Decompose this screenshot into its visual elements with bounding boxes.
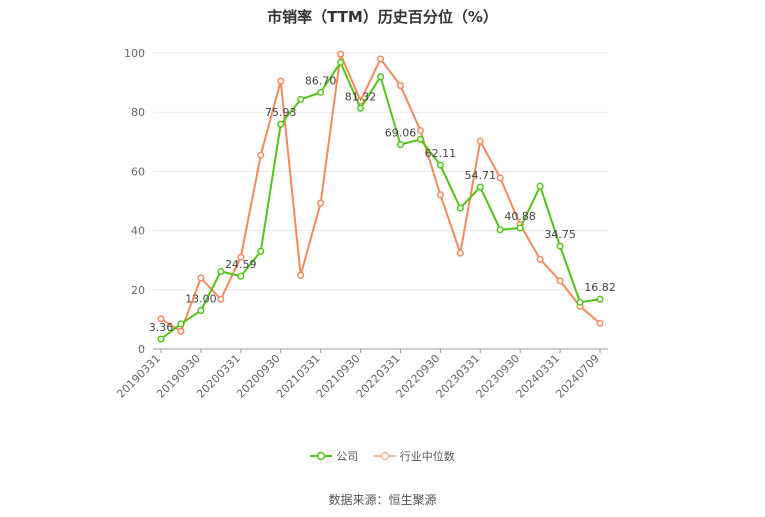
data-point-industry[interactable] <box>337 50 345 58</box>
legend-swatch-company-icon <box>310 451 333 461</box>
data-point-industry[interactable] <box>257 151 265 159</box>
data-labels: 3.36 13.00 24.59 75.93 86.70 81.32 69.06 62.11 5… <box>149 74 616 334</box>
data-point-industry[interactable] <box>456 249 464 257</box>
data-label: 13.00 <box>185 293 217 306</box>
data-point-company[interactable] <box>476 183 484 191</box>
legend-item-company[interactable]: 公司 <box>310 448 358 464</box>
data-point-industry[interactable] <box>416 127 424 135</box>
legend-swatch-industry-icon <box>373 451 396 461</box>
y-tick-label: 40 <box>131 225 145 238</box>
grid-lines <box>153 52 608 291</box>
data-label: 24.59 <box>225 258 257 271</box>
data-point-industry[interactable] <box>436 191 444 199</box>
y-tick-label: 80 <box>131 106 145 119</box>
legend-label-industry: 行业中位数 <box>399 450 455 463</box>
data-point-company[interactable] <box>576 298 584 306</box>
data-point-industry[interactable] <box>217 295 225 303</box>
data-point-industry[interactable] <box>157 315 165 323</box>
data-source: 数据来源：恒生聚源 <box>328 493 437 507</box>
data-point-industry[interactable] <box>536 255 544 263</box>
data-point-company[interactable] <box>356 104 365 112</box>
data-point-company[interactable] <box>277 120 285 128</box>
data-label: 62.11 <box>425 147 457 160</box>
data-point-company[interactable] <box>536 182 544 190</box>
x-tick-label: 20240709 <box>553 352 602 401</box>
data-point-company[interactable] <box>337 58 345 67</box>
data-point-industry[interactable] <box>476 137 484 145</box>
data-label: 75.93 <box>265 106 297 119</box>
data-point-company[interactable] <box>396 141 405 149</box>
data-point-company[interactable] <box>237 272 245 280</box>
data-label: 54.71 <box>465 169 497 182</box>
data-point-industry[interactable] <box>396 82 405 90</box>
series-group <box>157 50 604 343</box>
data-point-company[interactable] <box>217 267 225 275</box>
data-point-company[interactable] <box>197 306 205 315</box>
y-tick-label: 20 <box>131 284 145 297</box>
data-point-company[interactable] <box>596 295 604 303</box>
chart-title: 市销率（TTM）历史百分位（%） <box>267 8 498 26</box>
data-point-industry[interactable] <box>177 327 185 335</box>
data-point-industry[interactable] <box>277 77 285 85</box>
legend: 公司 行业中位数 <box>0 448 765 464</box>
data-point-company[interactable] <box>157 335 165 343</box>
data-label: 69.06 <box>385 127 417 140</box>
data-point-industry[interactable] <box>237 253 245 261</box>
data-point-company[interactable] <box>436 161 444 169</box>
data-point-company[interactable] <box>317 88 325 96</box>
data-point-company[interactable] <box>297 95 305 104</box>
y-axis: 0 20 40 60 80 100 <box>124 47 145 356</box>
data-point-company[interactable] <box>177 320 185 328</box>
data-point-company[interactable] <box>456 204 464 212</box>
legend-label-company: 公司 <box>336 450 359 463</box>
data-point-industry[interactable] <box>317 199 325 207</box>
x-axis: 2019033120190930202003312020093020210331… <box>114 348 608 401</box>
data-point-industry[interactable] <box>197 274 205 282</box>
y-tick-label: 0 <box>138 343 145 356</box>
data-point-company[interactable] <box>257 247 265 255</box>
data-label: 40.88 <box>504 210 536 223</box>
y-tick-label: 100 <box>124 47 145 60</box>
data-point-company[interactable] <box>556 242 564 250</box>
data-point-company[interactable] <box>376 73 385 81</box>
data-point-industry[interactable] <box>376 55 385 63</box>
y-tick-label: 60 <box>131 165 145 178</box>
data-point-company[interactable] <box>416 135 424 143</box>
data-point-industry[interactable] <box>496 174 504 182</box>
legend-item-industry[interactable]: 行业中位数 <box>373 448 455 464</box>
data-point-industry[interactable] <box>297 271 305 279</box>
data-point-company[interactable] <box>516 224 524 232</box>
data-label: 3.36 <box>149 321 174 334</box>
series-line-company <box>160 60 601 340</box>
data-label: 34.75 <box>544 228 576 241</box>
line-chart: 0 20 40 60 80 100 201903312019093020200331202… <box>114 47 616 401</box>
data-label: 86.70 <box>305 74 337 87</box>
data-point-company[interactable] <box>496 226 504 234</box>
data-label: 16.82 <box>584 281 616 294</box>
data-point-industry[interactable] <box>596 319 604 327</box>
data-point-industry[interactable] <box>556 277 564 285</box>
data-label: 81.32 <box>345 90 377 103</box>
